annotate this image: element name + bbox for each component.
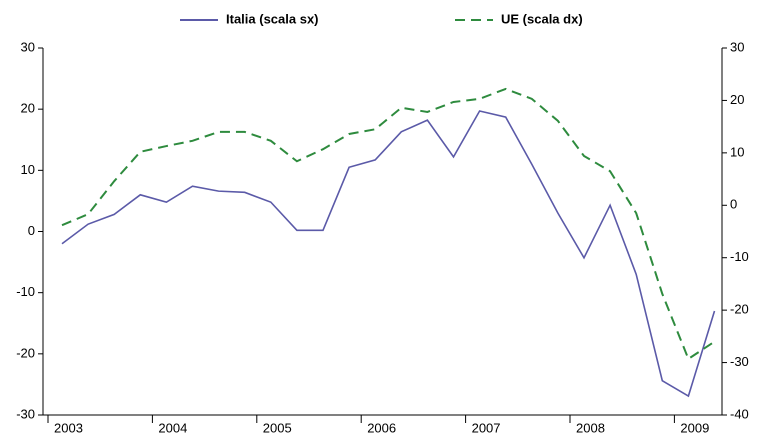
y2-tick-label: -30	[730, 354, 749, 369]
y-tick-label: 0	[28, 223, 35, 238]
y2-tick-label: -10	[730, 249, 749, 264]
x-tick-label: 2005	[263, 420, 292, 435]
series-line	[61, 110, 716, 398]
y2-tick-label: 30	[730, 39, 744, 54]
y2-tick-label: 0	[730, 197, 737, 212]
y-tick-label: 10	[21, 162, 35, 177]
y-tick-label: -10	[16, 284, 35, 299]
x-tick-label: 2009	[680, 420, 709, 435]
y2-tick-label: 10	[730, 144, 744, 159]
legend-label: Italia (scala sx)	[226, 11, 319, 26]
y2-tick-label: 20	[730, 92, 744, 107]
y-tick-label: 20	[21, 101, 35, 116]
x-tick-label: 2006	[367, 420, 396, 435]
x-tick-label: 2008	[576, 420, 605, 435]
y-tick-label: 30	[21, 39, 35, 54]
legend-label: UE (scala dx)	[501, 11, 583, 26]
y-tick-label: -30	[16, 406, 35, 421]
x-tick-label: 2004	[158, 420, 187, 435]
x-tick-label: 2003	[54, 420, 83, 435]
y2-tick-label: -20	[730, 302, 749, 317]
y-tick-label: -20	[16, 345, 35, 360]
y2-tick-label: -40	[730, 406, 749, 421]
x-tick-label: 2007	[472, 420, 501, 435]
